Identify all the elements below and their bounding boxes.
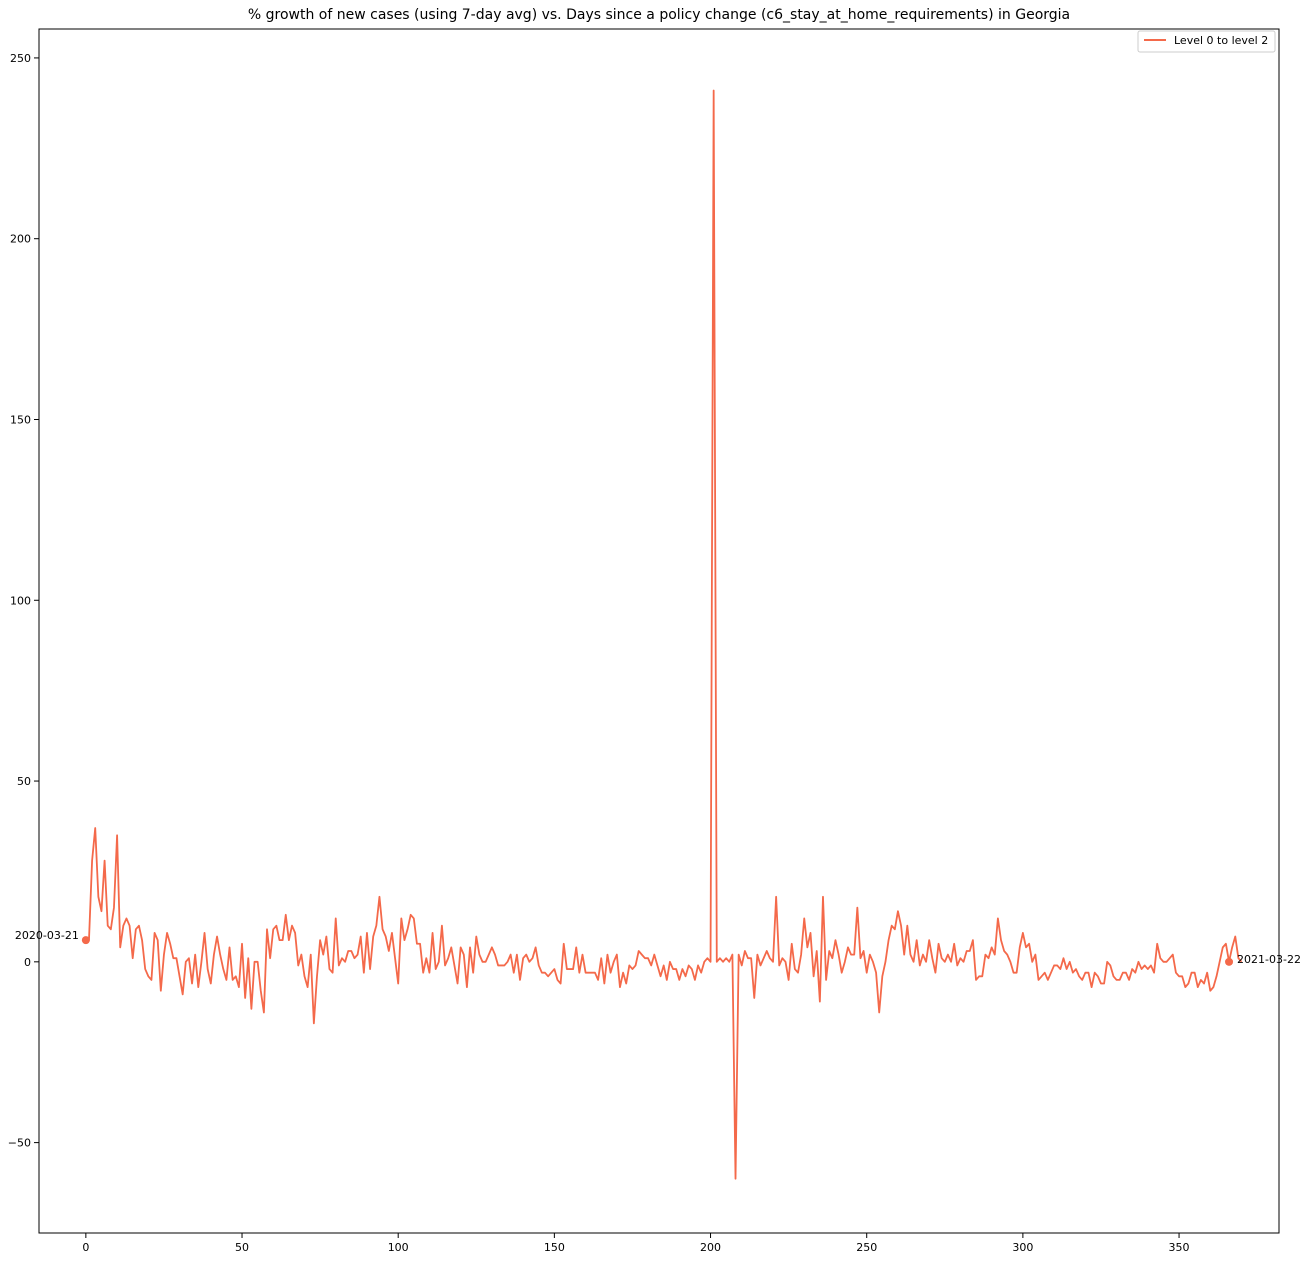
annotation-label: 2021-03-22 [1237,953,1301,966]
y-tick-label: 50 [17,775,31,788]
annotation-marker [1225,957,1234,966]
y-tick-label: 100 [10,594,31,607]
series-line-0 [85,89,1243,1180]
x-tick-label: 50 [235,1241,249,1254]
y-tick-label: 150 [10,413,31,426]
annotation-label: 2020-03-21 [15,929,79,942]
legend-box [1137,30,1276,53]
legend-label: Level 0 to level 2 [1174,34,1268,47]
annotation-layer: 2020-03-21 2021-03-22 [15,929,1301,966]
y-tick-label: 250 [10,52,31,65]
x-tick-label: 350 [1169,1241,1190,1254]
x-tick-label: 250 [856,1241,877,1254]
x-tick-label: 150 [544,1241,565,1254]
x-axis: 0 50 100 150 200 250 300 350 [82,1233,1190,1254]
y-tick-label: −50 [8,1137,31,1150]
legend: Level 0 to level 2 [1137,30,1276,53]
x-tick-label: 200 [700,1241,721,1254]
x-tick-label: 0 [82,1241,89,1254]
series-layer [85,89,1243,1180]
y-axis: −50 0 50 100 150 200 250 [8,52,39,1150]
y-tick-label: 0 [24,956,31,969]
annotation-marker [81,936,90,945]
plot-area [38,28,1280,1234]
chart-title: % growth of new cases (using 7-day avg) … [248,7,1070,23]
x-tick-label: 300 [1012,1241,1033,1254]
y-tick-label: 200 [10,233,31,246]
x-tick-label: 100 [388,1241,409,1254]
